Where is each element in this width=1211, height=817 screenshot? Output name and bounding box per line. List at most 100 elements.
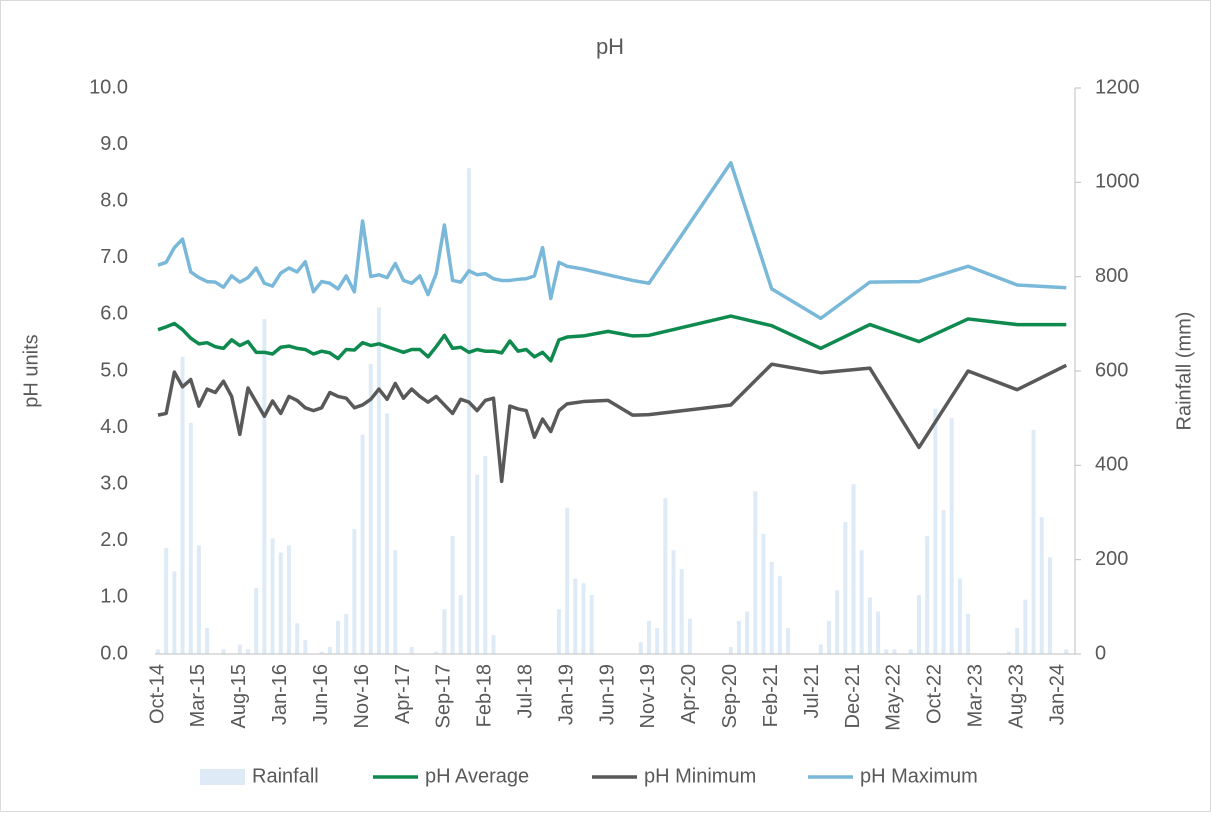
bar	[565, 507, 570, 654]
bar	[360, 434, 365, 654]
x-tick-label: Sep-20	[719, 664, 741, 729]
bar	[475, 474, 480, 654]
bar	[295, 623, 300, 654]
bar	[483, 455, 488, 654]
bar	[867, 597, 872, 654]
legend-label: pH Average	[425, 765, 529, 787]
bar	[221, 649, 226, 654]
x-tick-label: Aug-15	[228, 664, 250, 729]
bar	[933, 408, 938, 654]
y-tick-label: 10.0	[89, 76, 128, 98]
y-tick-label: 5.0	[100, 359, 128, 381]
bar	[908, 649, 913, 654]
y2-tick-label: 0	[1095, 642, 1106, 664]
x-tick-label: Mar-23	[965, 664, 987, 727]
bar	[491, 635, 496, 654]
y-tick-label: 8.0	[100, 189, 128, 211]
bar	[246, 649, 251, 654]
x-tick-label: Oct-22	[924, 664, 946, 724]
x-tick-label: Jul-21	[801, 664, 823, 718]
bar	[286, 545, 291, 654]
y2-tick-label: 600	[1095, 359, 1128, 381]
bar	[1039, 517, 1044, 654]
x-tick-label: Jun-16	[310, 664, 332, 725]
bar	[876, 611, 881, 654]
bar	[916, 595, 921, 654]
y2-tick-label: 1000	[1095, 171, 1140, 193]
x-tick-label: Sep-17	[433, 664, 455, 729]
y-tick-label: 9.0	[100, 133, 128, 155]
line	[157, 160, 1067, 321]
bar	[941, 510, 946, 654]
legend-swatch	[200, 769, 245, 785]
bar	[1047, 557, 1052, 654]
bar	[1031, 429, 1036, 654]
bar	[344, 613, 349, 654]
bar	[1015, 628, 1020, 654]
bar	[270, 538, 275, 654]
y2-tick-label: 800	[1095, 265, 1128, 287]
x-tick-label: Feb-21	[760, 664, 782, 727]
bar	[466, 168, 471, 654]
bar	[1064, 649, 1069, 654]
bar	[327, 646, 332, 654]
bar	[736, 620, 741, 654]
x-tick-label: Nov-16	[351, 664, 373, 728]
x-tick-label: Oct-14	[146, 664, 168, 724]
bar	[450, 536, 455, 654]
bar	[188, 422, 193, 654]
x-tick-label: May-22	[883, 664, 905, 731]
bar	[589, 595, 594, 654]
bar	[786, 628, 791, 654]
bar	[409, 646, 414, 654]
bar	[376, 307, 381, 654]
y-tick-label: 0.0	[100, 642, 128, 664]
bar	[352, 529, 357, 654]
x-tick-label: Apr-17	[392, 664, 414, 724]
legend-label: pH Minimum	[644, 765, 756, 787]
bar	[687, 618, 692, 654]
bar	[835, 590, 840, 654]
y-tick-label: 3.0	[100, 472, 128, 494]
bar	[442, 609, 447, 654]
x-tick-label: Mar-15	[187, 664, 209, 727]
y2-tick-label: 400	[1095, 454, 1128, 476]
y2-axis-label: Rainfall (mm)	[1173, 312, 1195, 431]
bar	[826, 620, 831, 654]
bar	[679, 569, 684, 654]
bar	[1023, 599, 1028, 654]
x-tick-label: Aug-23	[1005, 664, 1027, 729]
bar	[769, 562, 774, 654]
bar	[851, 484, 856, 654]
bar	[745, 611, 750, 654]
bar	[843, 521, 848, 654]
bar	[581, 583, 586, 654]
y2-tick-label: 1200	[1095, 76, 1140, 98]
line	[157, 314, 1067, 363]
bar	[957, 578, 962, 654]
y-tick-label: 1.0	[100, 586, 128, 608]
bar	[777, 576, 782, 654]
x-tick-label: Nov-19	[637, 664, 659, 728]
bar	[368, 363, 373, 654]
bar	[180, 356, 185, 654]
x-tick-label: Dec-21	[842, 664, 864, 728]
bar	[859, 550, 864, 654]
x-tick-label: Jan-19	[555, 664, 577, 725]
bar	[556, 609, 561, 654]
bar	[205, 628, 210, 654]
bar	[728, 646, 733, 654]
bar	[303, 639, 308, 654]
bar	[196, 545, 201, 654]
bar	[761, 533, 766, 654]
x-tick-label: Jan-24	[1046, 664, 1068, 725]
bar	[278, 552, 283, 654]
legend-label: pH Maximum	[860, 765, 978, 787]
bar	[884, 649, 889, 654]
bar	[892, 649, 897, 654]
line	[157, 362, 1068, 484]
bar	[385, 413, 390, 654]
bar	[262, 319, 267, 654]
